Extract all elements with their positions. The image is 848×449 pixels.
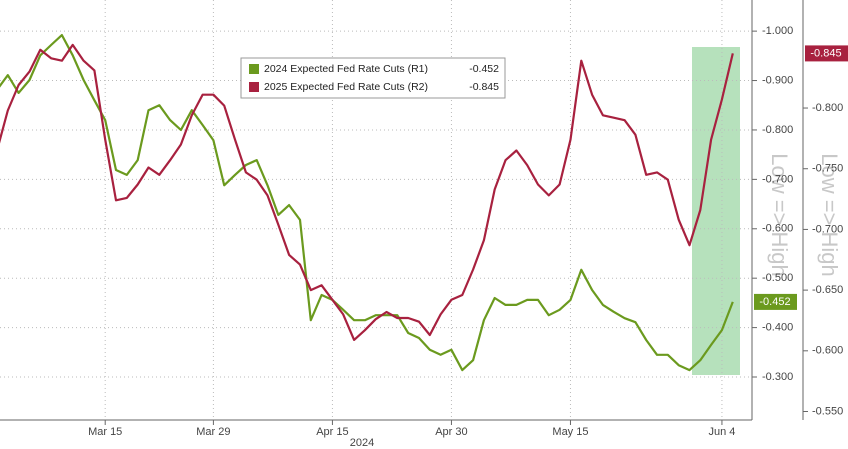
series-line bbox=[0, 34, 734, 372]
y-tick-label: -0.500 bbox=[762, 272, 793, 284]
legend-value: -0.845 bbox=[469, 81, 499, 93]
y-tick-label: -0.300 bbox=[762, 371, 793, 383]
x-tick-label: Apr 30 bbox=[435, 426, 467, 438]
legend-swatch bbox=[249, 82, 259, 92]
x-tick-label: Mar 15 bbox=[88, 426, 122, 438]
x-tick-label: May 15 bbox=[552, 426, 588, 438]
y2-tick-label: -0.750 bbox=[812, 163, 843, 175]
last-value-badge bbox=[805, 45, 848, 62]
y-tick-label: -0.700 bbox=[762, 173, 793, 185]
y2-tick-label: -0.550 bbox=[812, 405, 843, 417]
series-line bbox=[0, 43, 734, 341]
y2-tick-label: -0.700 bbox=[812, 223, 843, 235]
legend-label: 2025 Expected Fed Rate Cuts (R2) bbox=[264, 81, 428, 93]
last-value-badge bbox=[754, 293, 797, 310]
x-tick-label: Apr 15 bbox=[316, 426, 348, 438]
legend-label: 2024 Expected Fed Rate Cuts (R1) bbox=[264, 63, 428, 75]
y-tick-label: -0.800 bbox=[762, 124, 793, 136]
last-value-label: -0.845 bbox=[810, 47, 841, 59]
y-tick-label: -0.400 bbox=[762, 322, 793, 334]
y2-tick-label: -0.800 bbox=[812, 102, 843, 114]
y-tick-label: -0.600 bbox=[762, 223, 793, 235]
y-tick-label: -1.000 bbox=[762, 25, 793, 37]
last-value-label: -0.452 bbox=[759, 296, 790, 308]
y-axis-label: Low => High bbox=[767, 153, 792, 277]
x-tick-label: Jun 4 bbox=[708, 426, 735, 438]
x-axis-label: 2024 bbox=[350, 437, 374, 449]
legend: 2024 Expected Fed Rate Cuts (R1) -0.452 20… bbox=[240, 57, 506, 99]
plot-area bbox=[0, 34, 734, 372]
legend-value: -0.452 bbox=[469, 63, 499, 75]
y2-tick-label: -0.600 bbox=[812, 345, 843, 357]
legend-box bbox=[240, 57, 506, 99]
x-tick-label: Mar 29 bbox=[196, 426, 230, 438]
legend-swatch bbox=[249, 64, 259, 74]
y-tick-label: -0.900 bbox=[762, 74, 793, 86]
y2-tick-label: -0.650 bbox=[812, 284, 843, 296]
y2-axis-label: Low => High bbox=[817, 153, 842, 277]
